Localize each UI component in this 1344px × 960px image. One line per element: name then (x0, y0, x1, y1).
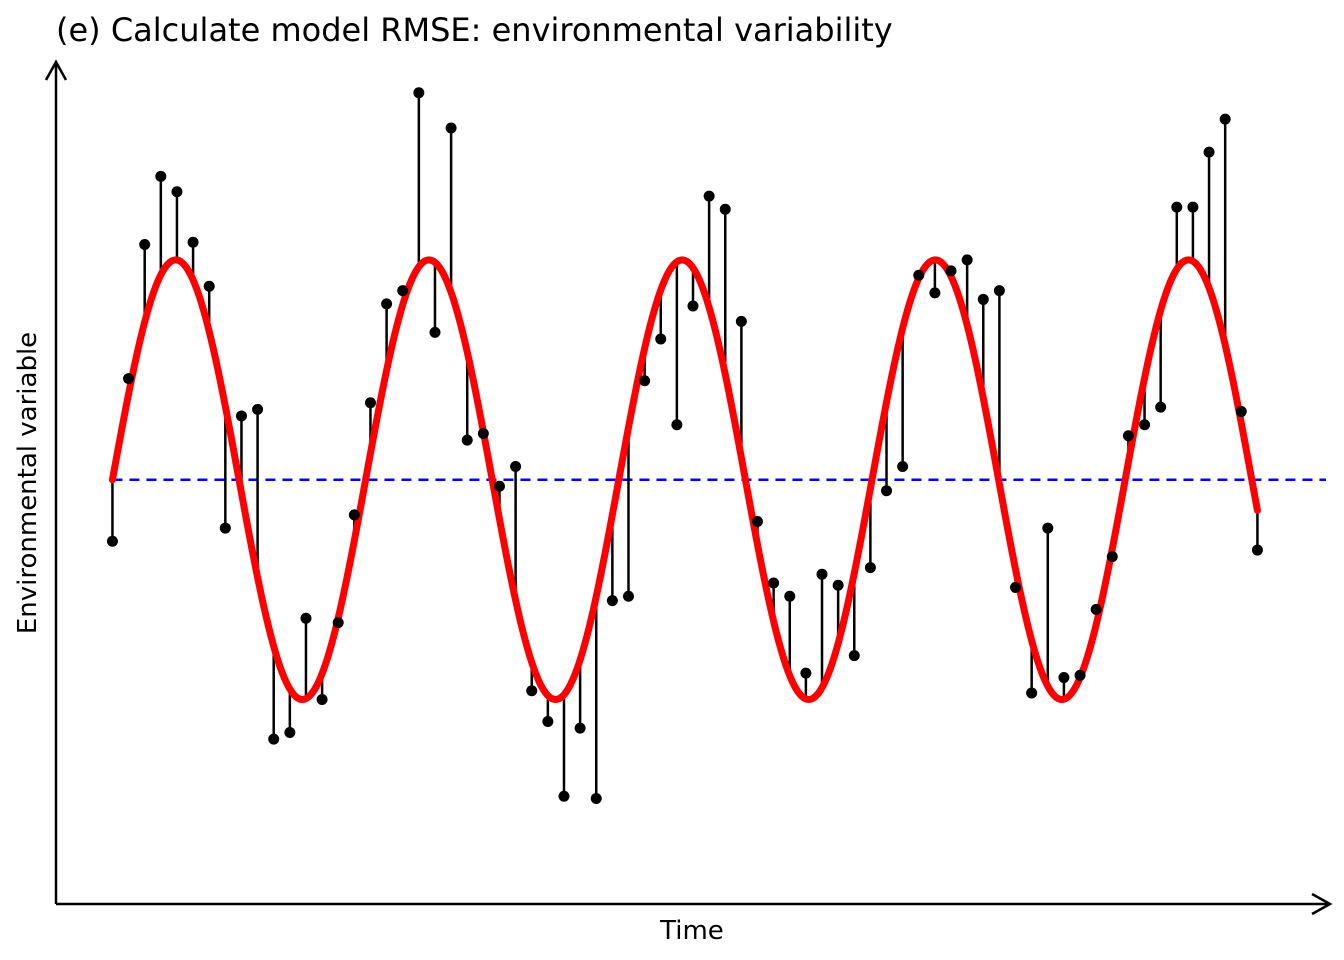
data-point (1219, 113, 1231, 125)
data-point (219, 522, 231, 534)
data-point (300, 612, 312, 624)
x-axis-arrowhead (1311, 892, 1333, 916)
data-point (1010, 581, 1022, 593)
data-point (348, 509, 360, 521)
data-point (719, 203, 731, 215)
data-point (332, 617, 344, 629)
data-point (1122, 430, 1134, 442)
data-point (429, 326, 441, 338)
data-point (106, 535, 118, 547)
data-point (752, 515, 764, 527)
y-axis: Environmental variable (13, 59, 68, 904)
data-point (316, 694, 328, 706)
data-point (832, 579, 844, 591)
data-point (252, 403, 264, 415)
chart-title: (e) Calculate model RMSE: environmental … (56, 11, 893, 49)
data-point (381, 298, 393, 310)
data-point (977, 293, 989, 305)
data-point (558, 790, 570, 802)
data-point (1026, 687, 1038, 699)
data-point (1203, 146, 1215, 158)
data-point (1074, 669, 1086, 681)
data-point (929, 287, 941, 299)
data-point (1139, 419, 1151, 431)
data-point (397, 285, 409, 297)
data-point (493, 480, 505, 492)
plot-area (106, 87, 1326, 804)
data-point (461, 434, 473, 446)
data-point (477, 428, 489, 440)
data-point (735, 315, 747, 327)
data-point (139, 238, 151, 250)
model-curve (108, 256, 1261, 704)
data-point (1171, 201, 1183, 213)
data-point (864, 562, 876, 574)
data-point (622, 590, 634, 602)
data-point (123, 373, 135, 385)
data-point (1106, 551, 1118, 563)
data-point (606, 595, 618, 607)
data-point (961, 254, 973, 266)
data-point (1058, 672, 1070, 684)
data-point (542, 716, 554, 728)
data-point (203, 280, 215, 292)
data-point (413, 87, 425, 99)
data-point (1090, 603, 1102, 615)
data-point (526, 685, 538, 697)
data-point (235, 410, 247, 422)
data-point (1187, 201, 1199, 213)
x-axis: Time (56, 892, 1333, 946)
data-point (155, 170, 167, 182)
data-point (768, 577, 780, 589)
data-point (945, 265, 957, 277)
data-point (784, 590, 796, 602)
data-point (574, 722, 586, 734)
data-point (913, 269, 925, 281)
data-point (687, 300, 699, 312)
data-point (671, 419, 683, 431)
data-point (187, 236, 199, 248)
data-point (639, 375, 651, 387)
data-point (268, 733, 280, 745)
data-point (800, 667, 812, 679)
y-axis-arrowhead (44, 59, 68, 81)
data-point (590, 792, 602, 804)
y-axis-label: Environmental variable (13, 332, 43, 634)
data-point (284, 727, 296, 739)
x-axis-label: Time (659, 916, 724, 946)
data-point (816, 568, 828, 580)
data-point (445, 122, 457, 134)
data-point (171, 186, 183, 198)
data-point (1155, 401, 1167, 413)
data-point (1251, 544, 1263, 556)
data-point (1042, 522, 1054, 534)
data-point (993, 285, 1005, 297)
data-point (897, 461, 909, 473)
data-point (881, 485, 893, 497)
data-point (1235, 406, 1247, 418)
data-point (848, 650, 860, 662)
data-point (703, 190, 715, 202)
data-point (655, 333, 667, 345)
data-point (364, 397, 376, 409)
data-point (510, 461, 522, 473)
